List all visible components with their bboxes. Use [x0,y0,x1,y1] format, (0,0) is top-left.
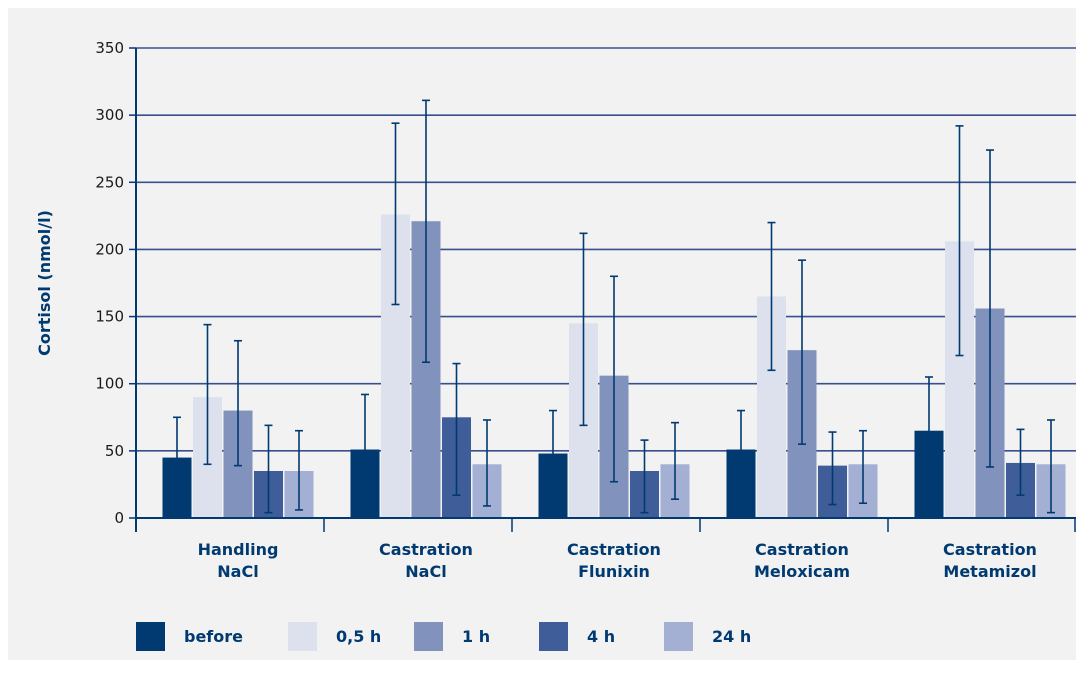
category-label: NaCl [405,562,446,581]
category-label: Metamizol [943,562,1036,581]
y-tick-label: 200 [95,240,124,258]
legend-swatch [664,622,693,651]
category-label: Castration [755,540,849,559]
legend-swatch [136,622,165,651]
category-label: Meloxicam [754,562,850,581]
legend-label: 1 h [462,627,490,646]
y-tick-label: 300 [95,106,124,124]
category-label: Castration [943,540,1037,559]
y-tick-label: 0 [114,509,124,527]
legend-label: 24 h [712,627,751,646]
category-label: Castration [567,540,661,559]
legend-swatch [539,622,568,651]
legend-swatch [414,622,443,651]
category-label: Castration [379,540,473,559]
y-axis-title: Cortisol (nmol/l) [35,210,54,356]
category-label: Handling [198,540,279,559]
legend-label: before [184,627,243,646]
legend-swatch [288,622,317,651]
legend-label: 0,5 h [336,627,381,646]
category-label: NaCl [217,562,258,581]
y-tick-label: 100 [95,375,124,393]
cortisol-bar-chart: 0 50 100 150 200 250 300 350 Cortisol (nmol/l) Ha… [35,39,1076,651]
chart-panel: 0 50 100 150 200 250 300 350 Cortisol (nmol/l) Ha… [8,8,1076,660]
y-tick-label: 150 [95,308,124,326]
category-label: Flunixin [578,562,650,581]
y-tick-label: 50 [105,442,124,460]
y-tick-label: 350 [95,39,124,57]
legend-label: 4 h [587,627,615,646]
y-tick-label: 250 [95,173,124,191]
